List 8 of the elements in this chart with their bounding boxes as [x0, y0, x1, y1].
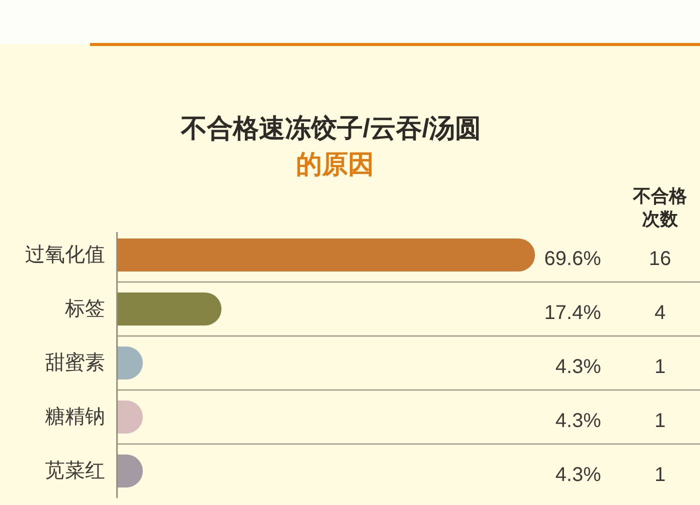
annotation: 16: [648, 248, 672, 270]
annotation: 1: [654, 410, 666, 432]
annotation: 1: [654, 464, 666, 486]
subtitle: 的原因: [296, 149, 374, 179]
annotation: 不合格次数: [633, 186, 687, 229]
annotation: 4: [654, 302, 666, 324]
title: 不合格速冻饺子/云吞/汤圆: [180, 113, 482, 143]
annotation: 1: [654, 356, 666, 378]
